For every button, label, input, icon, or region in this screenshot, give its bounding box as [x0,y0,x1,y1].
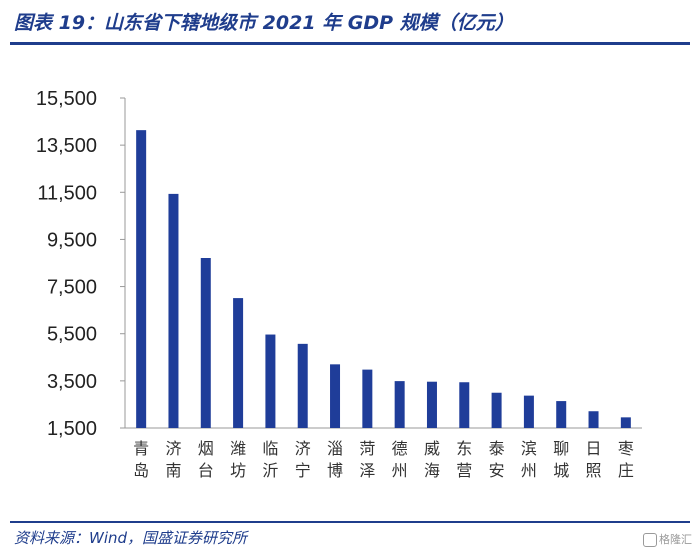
x-category-label-char: 南 [165,461,181,480]
y-tick-label: 3,500 [47,371,97,393]
y-tick-label: 1,500 [47,418,97,440]
bar-3 [233,298,244,428]
source-note: 资料来源：Wind，国盛证券研究所 [14,529,248,547]
x-category-label-char: 东 [456,439,472,458]
y-tick-label: 5,500 [47,324,97,346]
x-category-label-char: 枣 [618,439,634,458]
x-category-label-char: 济 [295,439,311,458]
bar-2 [200,258,211,428]
y-tick-label: 11,500 [37,182,97,204]
x-category-label-char: 德 [392,439,408,458]
bar-14 [588,411,599,428]
bar-15 [620,417,631,428]
watermark: 格隆汇 [643,531,692,547]
x-category-label-char: 庄 [618,461,634,480]
x-category-label-char: 青 [133,439,149,458]
x-category-label-char: 潍 [230,439,246,458]
bar-5 [297,343,308,428]
bar-9 [426,381,437,428]
x-category-label-char: 滨 [521,439,537,458]
x-category-label-char: 淄 [327,439,343,458]
bar-11 [491,392,502,428]
x-category-label-char: 营 [456,461,472,480]
watermark-text: 格隆汇 [659,533,692,546]
x-category-label-char: 州 [521,461,537,480]
x-category-label-char: 泽 [359,461,375,480]
bar-8 [394,381,405,428]
x-category-label-char: 台 [198,461,214,480]
x-category-label-char: 日 [586,439,602,458]
bar-6 [330,364,341,428]
footer-divider [10,521,690,523]
y-tick-label: 7,500 [47,277,97,299]
x-category-label-char: 坊 [230,461,246,480]
bars-group [136,130,631,428]
x-category-label-char: 海 [424,461,440,480]
x-category-label-char: 岛 [133,461,149,480]
bar-10 [459,382,470,428]
x-category-label-char: 照 [586,461,602,480]
watermark-logo-icon [643,533,657,547]
chart-title: 图表 19：山东省下辖地级市 2021 年 GDP 规模（亿元） [14,12,514,34]
y-tick-label: 9,500 [47,229,97,251]
x-category-label-char: 宁 [295,461,311,480]
x-category-label-char: 博 [327,461,343,480]
bar-7 [362,369,373,428]
x-category-label-char: 菏 [359,439,375,458]
x-category-label-char: 沂 [262,461,278,480]
bar-13 [556,401,567,428]
title-divider [10,42,690,45]
x-category-label-char: 烟 [198,439,214,458]
y-tick-label: 15,500 [36,88,97,110]
bar-4 [265,334,276,428]
x-category-label-char: 聊 [553,439,569,458]
y-axis-ticks: 1,500 3,500 5,500 7,500 9,500 11,500 13,500 15,… [36,88,125,440]
x-category-label-char: 济 [165,439,181,458]
bar-1 [168,193,179,428]
bar-0 [136,130,147,428]
bar-12 [523,395,534,428]
x-category-label-char: 临 [262,439,278,458]
x-category-label-char: 威 [424,439,440,458]
bar-chart: 1,500 3,500 5,500 7,500 9,500 11,500 13,500 15,… [36,88,642,480]
x-category-label-char: 安 [489,461,505,480]
x-category-label-char: 泰 [489,439,505,458]
x-category-label-char: 州 [392,461,408,480]
x-category-label-char: 城 [553,461,569,480]
y-tick-label: 13,500 [36,135,97,157]
